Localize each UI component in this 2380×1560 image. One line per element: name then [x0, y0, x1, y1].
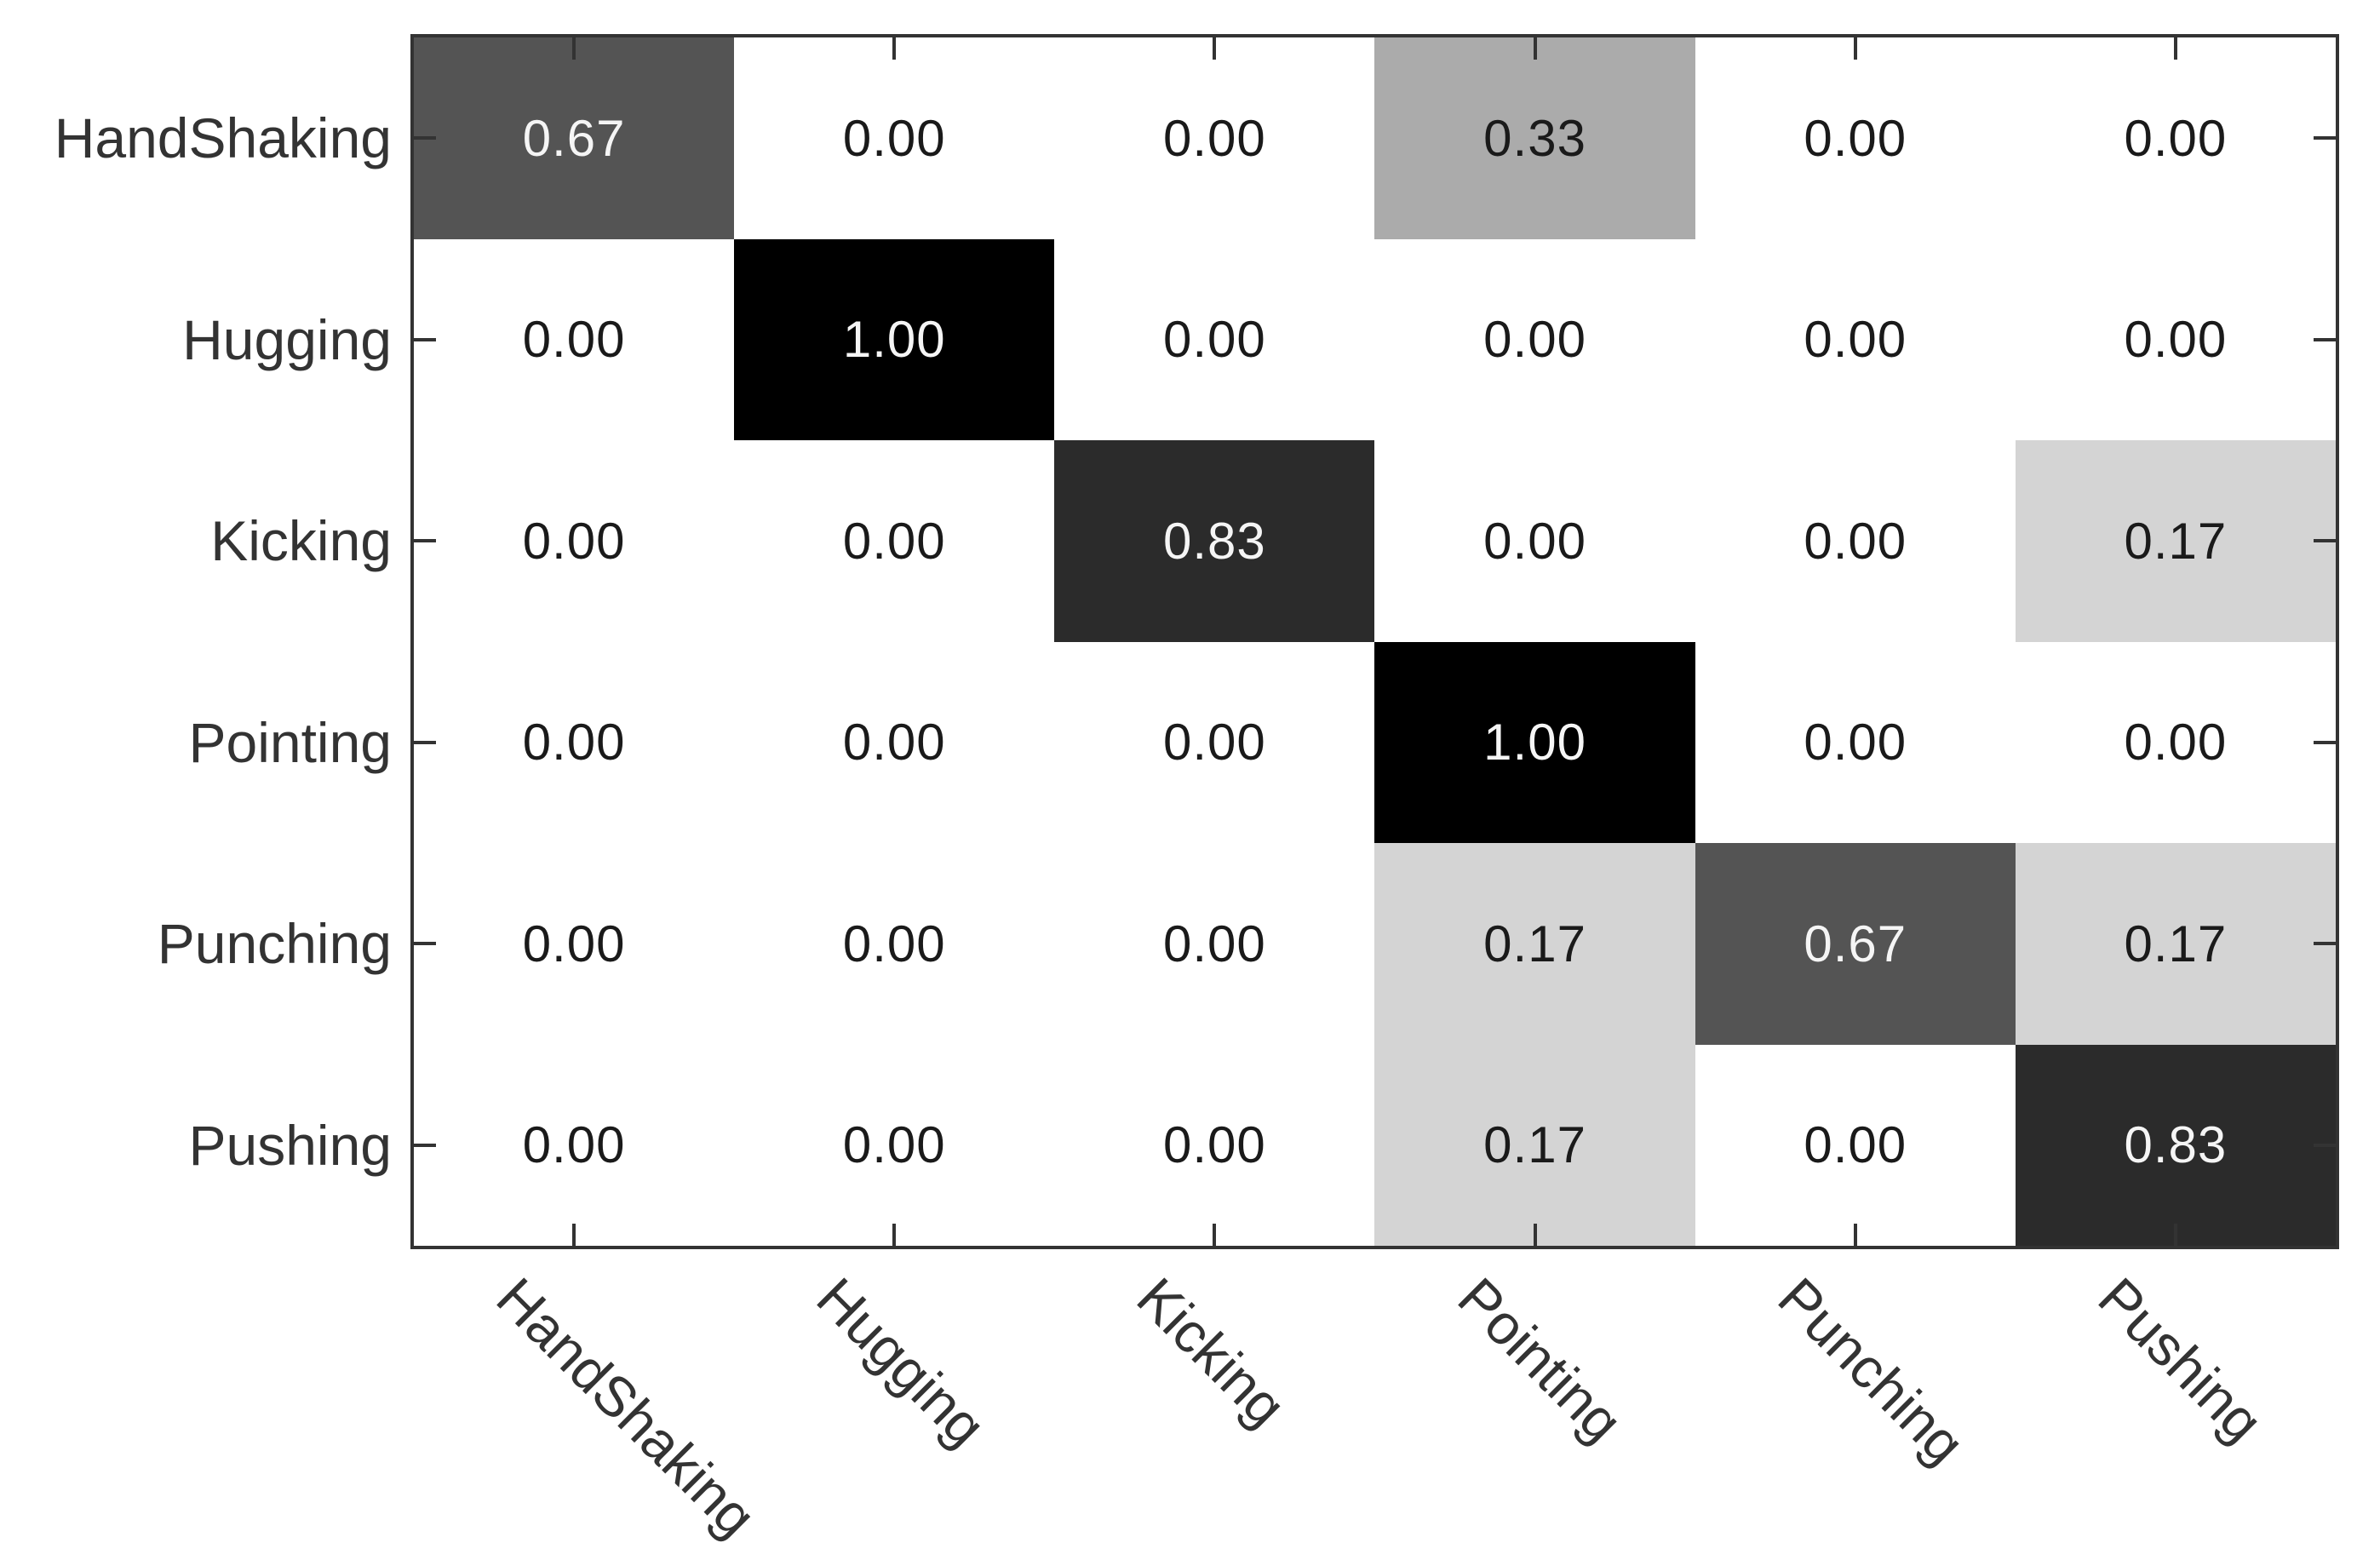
matrix-cell-Hugging-Punching: 0.00 [1695, 238, 2016, 440]
x-tick-label-Kicking: Kicking [1125, 1265, 1299, 1438]
matrix-cell-Kicking-Hugging: 0.00 [734, 440, 1055, 642]
axis-tick [892, 1224, 897, 1246]
x-tick-label-Pushing: Pushing [2086, 1265, 2275, 1454]
matrix-cell-Pointing-Hugging: 0.00 [734, 641, 1055, 843]
matrix-cell-Pushing-Kicking: 0.00 [1054, 1044, 1375, 1246]
axis-tick [2314, 942, 2336, 946]
matrix-cell-HandShaking-Hugging: 0.00 [734, 37, 1055, 239]
matrix-cell-Pushing-Pointing: 0.17 [1374, 1044, 1695, 1246]
axis-tick [414, 740, 436, 744]
matrix-cell-HandShaking-Punching: 0.00 [1695, 37, 2016, 239]
axis-tick [1213, 37, 1217, 60]
matrix-cell-Hugging-Pushing: 0.00 [2015, 238, 2336, 440]
matrix-cell-Hugging-Kicking: 0.00 [1054, 238, 1375, 440]
matrix-cell-Punching-Pushing: 0.17 [2015, 843, 2336, 1045]
axis-tick [572, 37, 576, 60]
matrix-cell-Punching-Hugging: 0.00 [734, 843, 1055, 1045]
matrix-cell-Punching-Punching: 0.67 [1695, 843, 2016, 1045]
axis-tick [2314, 1143, 2336, 1147]
axis-tick [1853, 1224, 1857, 1246]
axis-tick [892, 37, 897, 60]
matrix-cell-Punching-Pointing: 0.17 [1374, 843, 1695, 1045]
matrix-cell-HandShaking-Pushing: 0.00 [2015, 37, 2336, 239]
axis-tick [2314, 337, 2336, 341]
y-tick-label-Punching: Punching [157, 912, 392, 976]
matrix-cell-Hugging-HandShaking: 0.00 [414, 238, 735, 440]
matrix-cell-Hugging-Hugging: 1.00 [734, 238, 1055, 440]
axis-tick [414, 136, 436, 141]
matrix-cell-Kicking-HandShaking: 0.00 [414, 440, 735, 642]
axis-tick [2314, 136, 2336, 141]
axis-tick [1533, 1224, 1537, 1246]
axis-tick [2314, 740, 2336, 744]
x-tick-label-Pointing: Pointing [1446, 1265, 1635, 1454]
axis-tick [414, 942, 436, 946]
x-tick-label-Hugging: Hugging [805, 1265, 998, 1459]
matrix-cell-Punching-HandShaking: 0.00 [414, 843, 735, 1045]
matrix-cell-Pushing-HandShaking: 0.00 [414, 1044, 735, 1246]
matrix-cell-HandShaking-HandShaking: 0.67 [414, 37, 735, 239]
axis-tick [2173, 1224, 2177, 1246]
matrix-cell-Pushing-Hugging: 0.00 [734, 1044, 1055, 1246]
matrix-cell-Kicking-Punching: 0.00 [1695, 440, 2016, 642]
matrix-cell-Kicking-Kicking: 0.83 [1054, 440, 1375, 642]
axis-tick [1213, 1224, 1217, 1246]
axis-tick [572, 1224, 576, 1246]
x-tick-label-HandShaking: HandShaking [485, 1265, 769, 1549]
y-tick-label-Kicking: Kicking [210, 509, 392, 573]
axis-tick [2314, 539, 2336, 543]
matrix-cell-HandShaking-Pointing: 0.33 [1374, 37, 1695, 239]
matrix-grid: 0.67 0.00 0.00 0.33 0.00 0.00 0.00 1.00 0.00 0.00… [414, 37, 2336, 1246]
matrix-cell-Pushing-Pushing: 0.83 [2015, 1044, 2336, 1246]
y-tick-label-Pointing: Pointing [188, 710, 392, 774]
plot-area: 0.67 0.00 0.00 0.33 0.00 0.00 0.00 1.00 0.00 0.00… [410, 34, 2339, 1249]
matrix-cell-Punching-Kicking: 0.00 [1054, 843, 1375, 1045]
axis-tick [414, 1143, 436, 1147]
matrix-cell-HandShaking-Kicking: 0.00 [1054, 37, 1375, 239]
matrix-cell-Pointing-Kicking: 0.00 [1054, 641, 1375, 843]
matrix-cell-Hugging-Pointing: 0.00 [1374, 238, 1695, 440]
axis-tick [414, 337, 436, 341]
axis-tick [414, 539, 436, 543]
matrix-cell-Pointing-HandShaking: 0.00 [414, 641, 735, 843]
x-tick-label-Punching: Punching [1766, 1265, 1977, 1477]
axis-tick [1853, 37, 1857, 60]
axis-tick [1533, 37, 1537, 60]
y-tick-label-HandShaking: HandShaking [54, 106, 392, 170]
matrix-cell-Pointing-Pointing: 1.00 [1374, 641, 1695, 843]
y-tick-label-Hugging: Hugging [182, 307, 392, 371]
matrix-cell-Pointing-Pushing: 0.00 [2015, 641, 2336, 843]
y-tick-label-Pushing: Pushing [188, 1113, 392, 1177]
matrix-cell-Kicking-Pointing: 0.00 [1374, 440, 1695, 642]
matrix-cell-Kicking-Pushing: 0.17 [2015, 440, 2336, 642]
matrix-cell-Pushing-Punching: 0.00 [1695, 1044, 2016, 1246]
axis-tick [2173, 37, 2177, 60]
matrix-cell-Pointing-Punching: 0.00 [1695, 641, 2016, 843]
